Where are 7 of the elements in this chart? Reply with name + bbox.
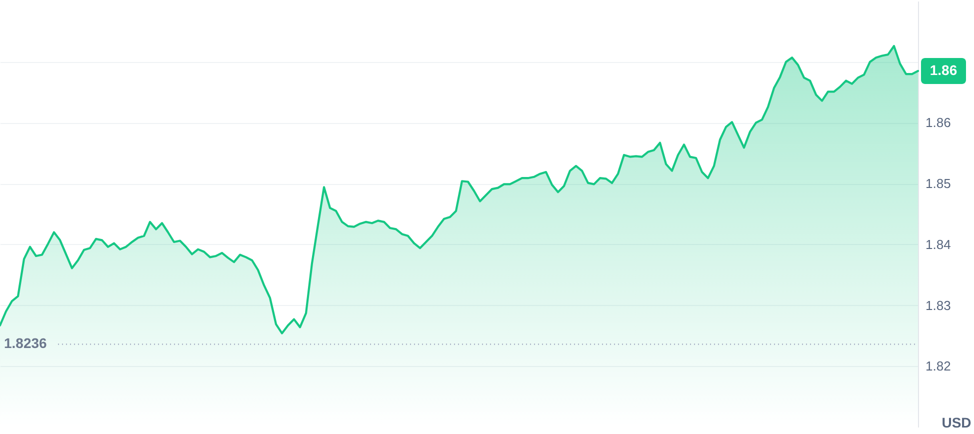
ref-line-label: 1.8236 — [4, 335, 48, 352]
y-tick-label: 1.82 — [926, 358, 951, 374]
y-tick-label: 1.86 — [926, 115, 951, 130]
y-tick-label: 1.84 — [926, 236, 951, 252]
y-tick-label: 1.85 — [926, 176, 951, 192]
y-axis-title: USD — [942, 414, 972, 430]
y-tick-label: 1.83 — [926, 298, 951, 313]
